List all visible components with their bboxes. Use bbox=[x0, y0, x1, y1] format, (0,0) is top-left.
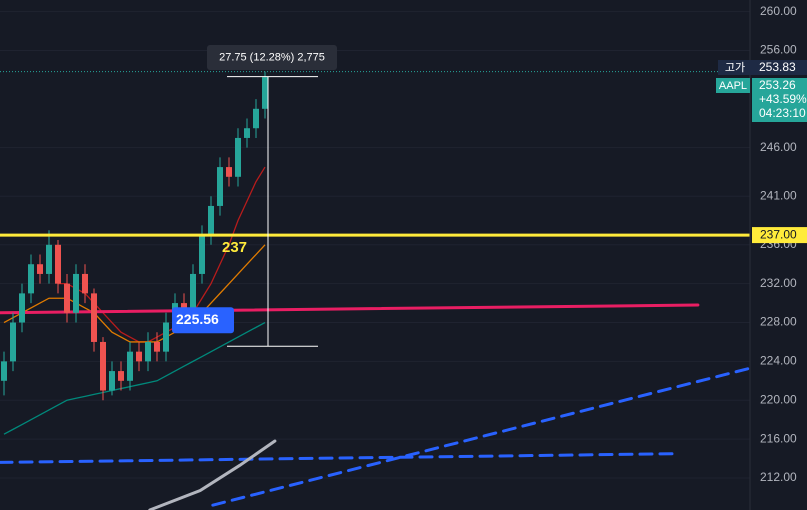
measure-label: 27.75 (12.28%) 2,775 bbox=[219, 51, 325, 63]
y-tick-label: 228.00 bbox=[760, 315, 797, 329]
candle-body bbox=[109, 371, 115, 391]
last-tag-box bbox=[752, 78, 807, 122]
candle-body bbox=[262, 77, 268, 109]
trend-line bbox=[0, 303, 700, 315]
high-tag-box bbox=[718, 60, 752, 75]
y-tick-label: 246.00 bbox=[760, 140, 797, 154]
candle-body bbox=[46, 244, 52, 274]
grid bbox=[0, 11, 750, 479]
candle-body bbox=[91, 293, 97, 342]
candle-body bbox=[199, 235, 205, 274]
candle-body bbox=[145, 341, 151, 362]
candle-body bbox=[64, 283, 70, 313]
moving-average bbox=[3, 321, 266, 435]
candle-body bbox=[82, 273, 88, 294]
candle-body bbox=[127, 351, 133, 381]
countdown: 04:23:10 bbox=[759, 106, 806, 120]
candle-body bbox=[100, 341, 106, 391]
y-tick-label: 224.00 bbox=[760, 354, 797, 368]
candle-body bbox=[253, 108, 259, 129]
y-tick-label: 241.00 bbox=[760, 188, 797, 202]
high-tag-label: 고가 bbox=[725, 61, 745, 74]
candle-body bbox=[244, 128, 250, 138]
price-axis: 260.00256.00246.00241.00236.00232.00228.… bbox=[752, 4, 807, 484]
trend-line bbox=[211, 366, 750, 507]
trend-line bbox=[0, 452, 682, 464]
candle-body bbox=[217, 167, 223, 206]
candle-body bbox=[235, 137, 241, 177]
y-tick-label: 232.00 bbox=[760, 276, 797, 290]
candle-body bbox=[154, 341, 160, 352]
candle-body bbox=[190, 273, 196, 313]
candle-body bbox=[163, 322, 169, 352]
high-tag-value-box bbox=[752, 60, 807, 75]
symbol-tag-box bbox=[716, 78, 750, 93]
candle-body bbox=[136, 351, 142, 362]
last-price: 253.26 bbox=[759, 78, 796, 92]
candle-body bbox=[208, 205, 214, 236]
high-tag-value: 253.83 bbox=[759, 60, 796, 74]
last-change: +43.59% bbox=[759, 92, 807, 106]
start-price-box bbox=[172, 307, 234, 334]
y-tick-label: 212.00 bbox=[760, 470, 797, 484]
candle-body bbox=[55, 244, 61, 284]
y-tick-label: 220.00 bbox=[760, 392, 797, 406]
candle-body bbox=[19, 293, 25, 323]
moving-average bbox=[3, 244, 266, 343]
line-annotation: 237 bbox=[222, 239, 247, 256]
candle-body bbox=[1, 361, 7, 381]
plot-area: 237 27.75 (12.28%) 2,775 225.56 bbox=[0, 45, 750, 510]
measure-label-box bbox=[207, 45, 337, 70]
y-tick-label: 216.00 bbox=[760, 431, 797, 445]
start-price-label: 225.56 bbox=[176, 311, 219, 327]
y-tick-label: 256.00 bbox=[760, 43, 797, 57]
trend-line bbox=[148, 439, 277, 510]
candle-body bbox=[10, 322, 16, 362]
candle-body bbox=[226, 167, 232, 177]
candle-body bbox=[28, 264, 34, 294]
candle-body bbox=[118, 371, 124, 381]
candle-body bbox=[73, 273, 79, 313]
line-price-label: 237.00 bbox=[760, 227, 797, 241]
line-price-tag bbox=[752, 227, 807, 244]
symbol-tag: AAPL bbox=[719, 80, 747, 92]
candle-body bbox=[37, 264, 43, 274]
y-tick-label: 260.00 bbox=[760, 4, 797, 18]
